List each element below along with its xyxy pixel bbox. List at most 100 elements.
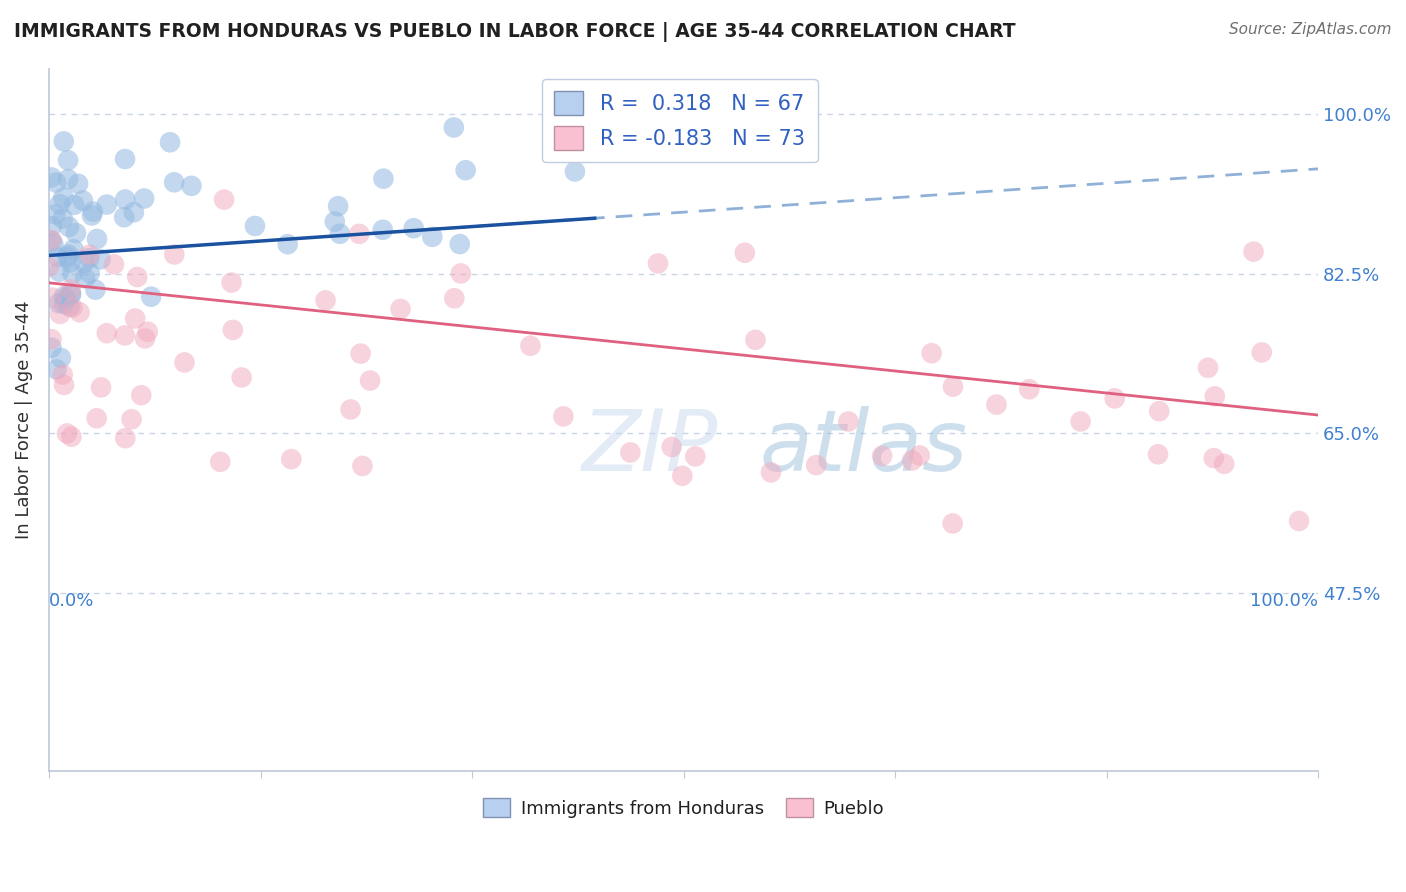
Point — [96, 326, 118, 340]
Point — [41, 341, 63, 355]
Point — [180, 178, 202, 193]
Point — [52, 211, 75, 226]
Point — [84, 283, 107, 297]
Point — [56, 172, 79, 186]
Point — [72, 194, 94, 208]
Point — [553, 409, 575, 424]
Point — [443, 291, 465, 305]
Point — [450, 267, 472, 281]
Point — [122, 205, 145, 219]
Point — [65, 226, 87, 240]
Point — [1147, 404, 1170, 418]
Point — [69, 305, 91, 319]
Point — [41, 233, 63, 247]
Point — [759, 466, 782, 480]
Point — [59, 282, 82, 296]
Point — [114, 152, 136, 166]
Point — [1070, 414, 1092, 428]
Point — [56, 426, 79, 441]
Point — [56, 250, 79, 264]
Point — [62, 243, 84, 257]
Point — [942, 379, 965, 393]
Point — [45, 176, 67, 190]
Point — [79, 266, 101, 280]
Point — [73, 271, 96, 285]
Point — [48, 265, 70, 279]
Point — [159, 136, 181, 150]
Point — [734, 245, 756, 260]
Point — [59, 287, 82, 301]
Point — [806, 458, 828, 472]
Point — [114, 193, 136, 207]
Point — [349, 227, 371, 241]
Point — [96, 197, 118, 211]
Point — [1204, 389, 1226, 403]
Point — [671, 468, 693, 483]
Point — [80, 209, 103, 223]
Point — [329, 227, 352, 241]
Point — [49, 351, 72, 365]
Point — [323, 214, 346, 228]
Point — [359, 374, 381, 388]
Point — [114, 431, 136, 445]
Point — [277, 237, 299, 252]
Point — [349, 346, 371, 360]
Point — [52, 191, 75, 205]
Point — [326, 199, 349, 213]
Point — [53, 297, 76, 311]
Point — [212, 193, 235, 207]
Point — [661, 440, 683, 454]
Point — [1243, 244, 1265, 259]
Point — [1202, 451, 1225, 466]
Point — [86, 232, 108, 246]
Point — [121, 412, 143, 426]
Point — [222, 323, 245, 337]
Point — [114, 328, 136, 343]
Point — [231, 370, 253, 384]
Point — [103, 257, 125, 271]
Point — [389, 301, 412, 316]
Point — [1147, 447, 1170, 461]
Point — [90, 252, 112, 267]
Point — [59, 255, 82, 269]
Point — [63, 198, 86, 212]
Point — [44, 207, 66, 221]
Text: 100.0%: 100.0% — [1250, 591, 1319, 609]
Point — [402, 221, 425, 235]
Point — [67, 177, 90, 191]
Point — [53, 378, 76, 392]
Point — [443, 120, 465, 135]
Point — [744, 333, 766, 347]
Point — [48, 296, 70, 310]
Point — [564, 164, 586, 178]
Text: atlas: atlas — [759, 406, 967, 489]
Point — [373, 171, 395, 186]
Point — [454, 163, 477, 178]
Point — [49, 197, 72, 211]
Point — [870, 449, 893, 463]
Point — [352, 458, 374, 473]
Point — [124, 311, 146, 326]
Point — [49, 307, 72, 321]
Point — [339, 402, 361, 417]
Point — [41, 219, 63, 234]
Point — [73, 256, 96, 270]
Point — [127, 270, 149, 285]
Point — [986, 398, 1008, 412]
Point — [619, 445, 641, 459]
Point — [90, 380, 112, 394]
Point — [86, 411, 108, 425]
Point — [79, 251, 101, 265]
Point — [41, 291, 63, 305]
Point — [163, 175, 186, 189]
Point — [685, 450, 707, 464]
Point — [280, 452, 302, 467]
Point — [243, 219, 266, 233]
Point — [136, 325, 159, 339]
Point — [60, 286, 83, 301]
Text: ZIP: ZIP — [582, 406, 718, 489]
Point — [112, 211, 135, 225]
Point — [60, 430, 83, 444]
Point — [908, 449, 931, 463]
Point — [837, 415, 859, 429]
